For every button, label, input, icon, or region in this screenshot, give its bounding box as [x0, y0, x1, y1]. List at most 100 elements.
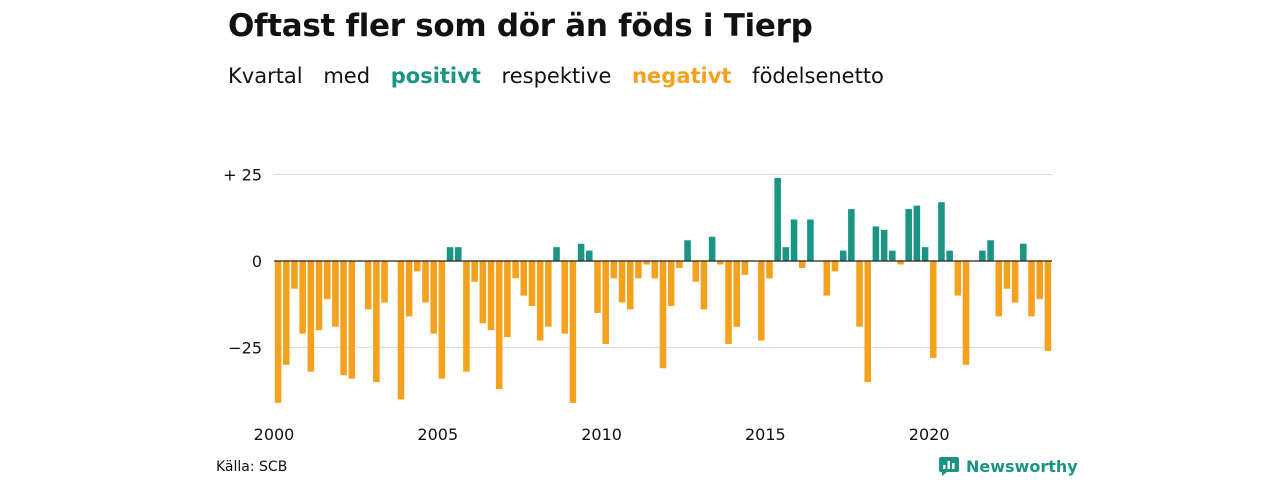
x-tick-label: 2015 — [745, 425, 786, 444]
brand-name: Newsworthy — [966, 456, 1078, 476]
bar — [889, 250, 896, 261]
x-tick-label: 2000 — [254, 425, 295, 444]
bars — [274, 177, 1052, 403]
bar — [692, 261, 700, 282]
bar — [332, 261, 339, 327]
bar — [667, 261, 675, 306]
subtitle-word-respektive: respektive — [501, 64, 612, 88]
bar — [733, 261, 740, 327]
bar — [323, 261, 331, 300]
bar — [364, 261, 372, 310]
bar — [610, 261, 618, 279]
bar — [856, 261, 863, 327]
bar — [848, 209, 855, 261]
y-tick-label: 0 — [252, 252, 262, 271]
bar — [487, 261, 495, 331]
bar — [446, 247, 454, 261]
bar — [676, 261, 683, 268]
x-tick-label: 2010 — [581, 425, 622, 444]
bar — [283, 261, 290, 365]
bar — [979, 250, 986, 261]
bar — [929, 261, 937, 358]
bar — [561, 261, 568, 334]
bar — [717, 261, 724, 265]
bar — [528, 261, 536, 306]
bar — [905, 209, 912, 261]
bar — [700, 261, 708, 310]
bar — [274, 261, 282, 403]
subtitle-word-med: med — [323, 64, 371, 88]
legend-positive: positivt — [390, 64, 481, 88]
bar — [962, 261, 970, 365]
bar — [504, 261, 511, 338]
bar — [839, 250, 847, 261]
bar — [397, 261, 405, 400]
bar — [995, 261, 1003, 317]
bar — [1028, 261, 1035, 317]
bar — [586, 250, 593, 261]
bar — [938, 202, 945, 261]
bar — [1011, 261, 1019, 303]
bar — [774, 177, 781, 261]
bar — [725, 261, 732, 345]
bar — [422, 261, 429, 303]
bar — [536, 261, 544, 341]
bar — [954, 261, 962, 296]
bar — [913, 205, 921, 261]
bar — [373, 261, 380, 383]
bar — [594, 261, 601, 313]
bar — [299, 261, 306, 334]
bar — [471, 261, 478, 282]
bar — [291, 261, 298, 289]
subtitle-word-fodelsenetto: födelsenetto — [752, 64, 884, 88]
bar — [758, 261, 765, 341]
bar — [798, 261, 806, 268]
bar — [520, 261, 528, 296]
bar — [987, 240, 994, 261]
bar — [741, 261, 749, 275]
bar — [782, 247, 790, 261]
bar — [880, 229, 888, 261]
bar — [438, 261, 446, 379]
bar — [1036, 261, 1043, 300]
x-tick-label: 2020 — [909, 425, 950, 444]
bar — [651, 261, 659, 279]
bar — [463, 261, 470, 372]
x-axis-labels: 2000 2005 2010 2015 2020 — [254, 425, 950, 444]
newsworthy-logo-icon — [939, 457, 959, 476]
bar — [1020, 243, 1027, 261]
bar — [307, 261, 315, 372]
bar — [831, 261, 839, 272]
bar — [340, 261, 347, 376]
y-axis-labels: + 25 0 −25 — [223, 166, 262, 358]
bar — [872, 226, 880, 261]
y-tick-label: −25 — [228, 339, 262, 358]
bar — [348, 261, 356, 379]
bar — [790, 219, 798, 261]
bar — [381, 261, 388, 303]
bar — [414, 261, 421, 272]
bar — [577, 243, 585, 261]
bar — [495, 261, 503, 390]
legend-negative: negativt — [632, 64, 732, 88]
bar — [659, 261, 667, 369]
bar — [553, 247, 560, 261]
bar — [569, 261, 577, 403]
bar — [315, 261, 323, 331]
bar — [921, 247, 929, 261]
bar — [602, 261, 609, 345]
bar — [1044, 261, 1052, 351]
bar — [708, 236, 716, 261]
chart-title: Oftast fler som dör än föds i Tierp — [228, 8, 813, 44]
bar — [635, 261, 642, 279]
bar — [545, 261, 552, 327]
bar — [864, 261, 872, 383]
bar — [626, 261, 634, 310]
bar — [946, 250, 953, 261]
bar — [618, 261, 626, 303]
bar — [454, 247, 462, 261]
bar — [684, 240, 691, 261]
brand-logo: Newsworthy — [938, 455, 1078, 477]
bar — [897, 261, 904, 265]
